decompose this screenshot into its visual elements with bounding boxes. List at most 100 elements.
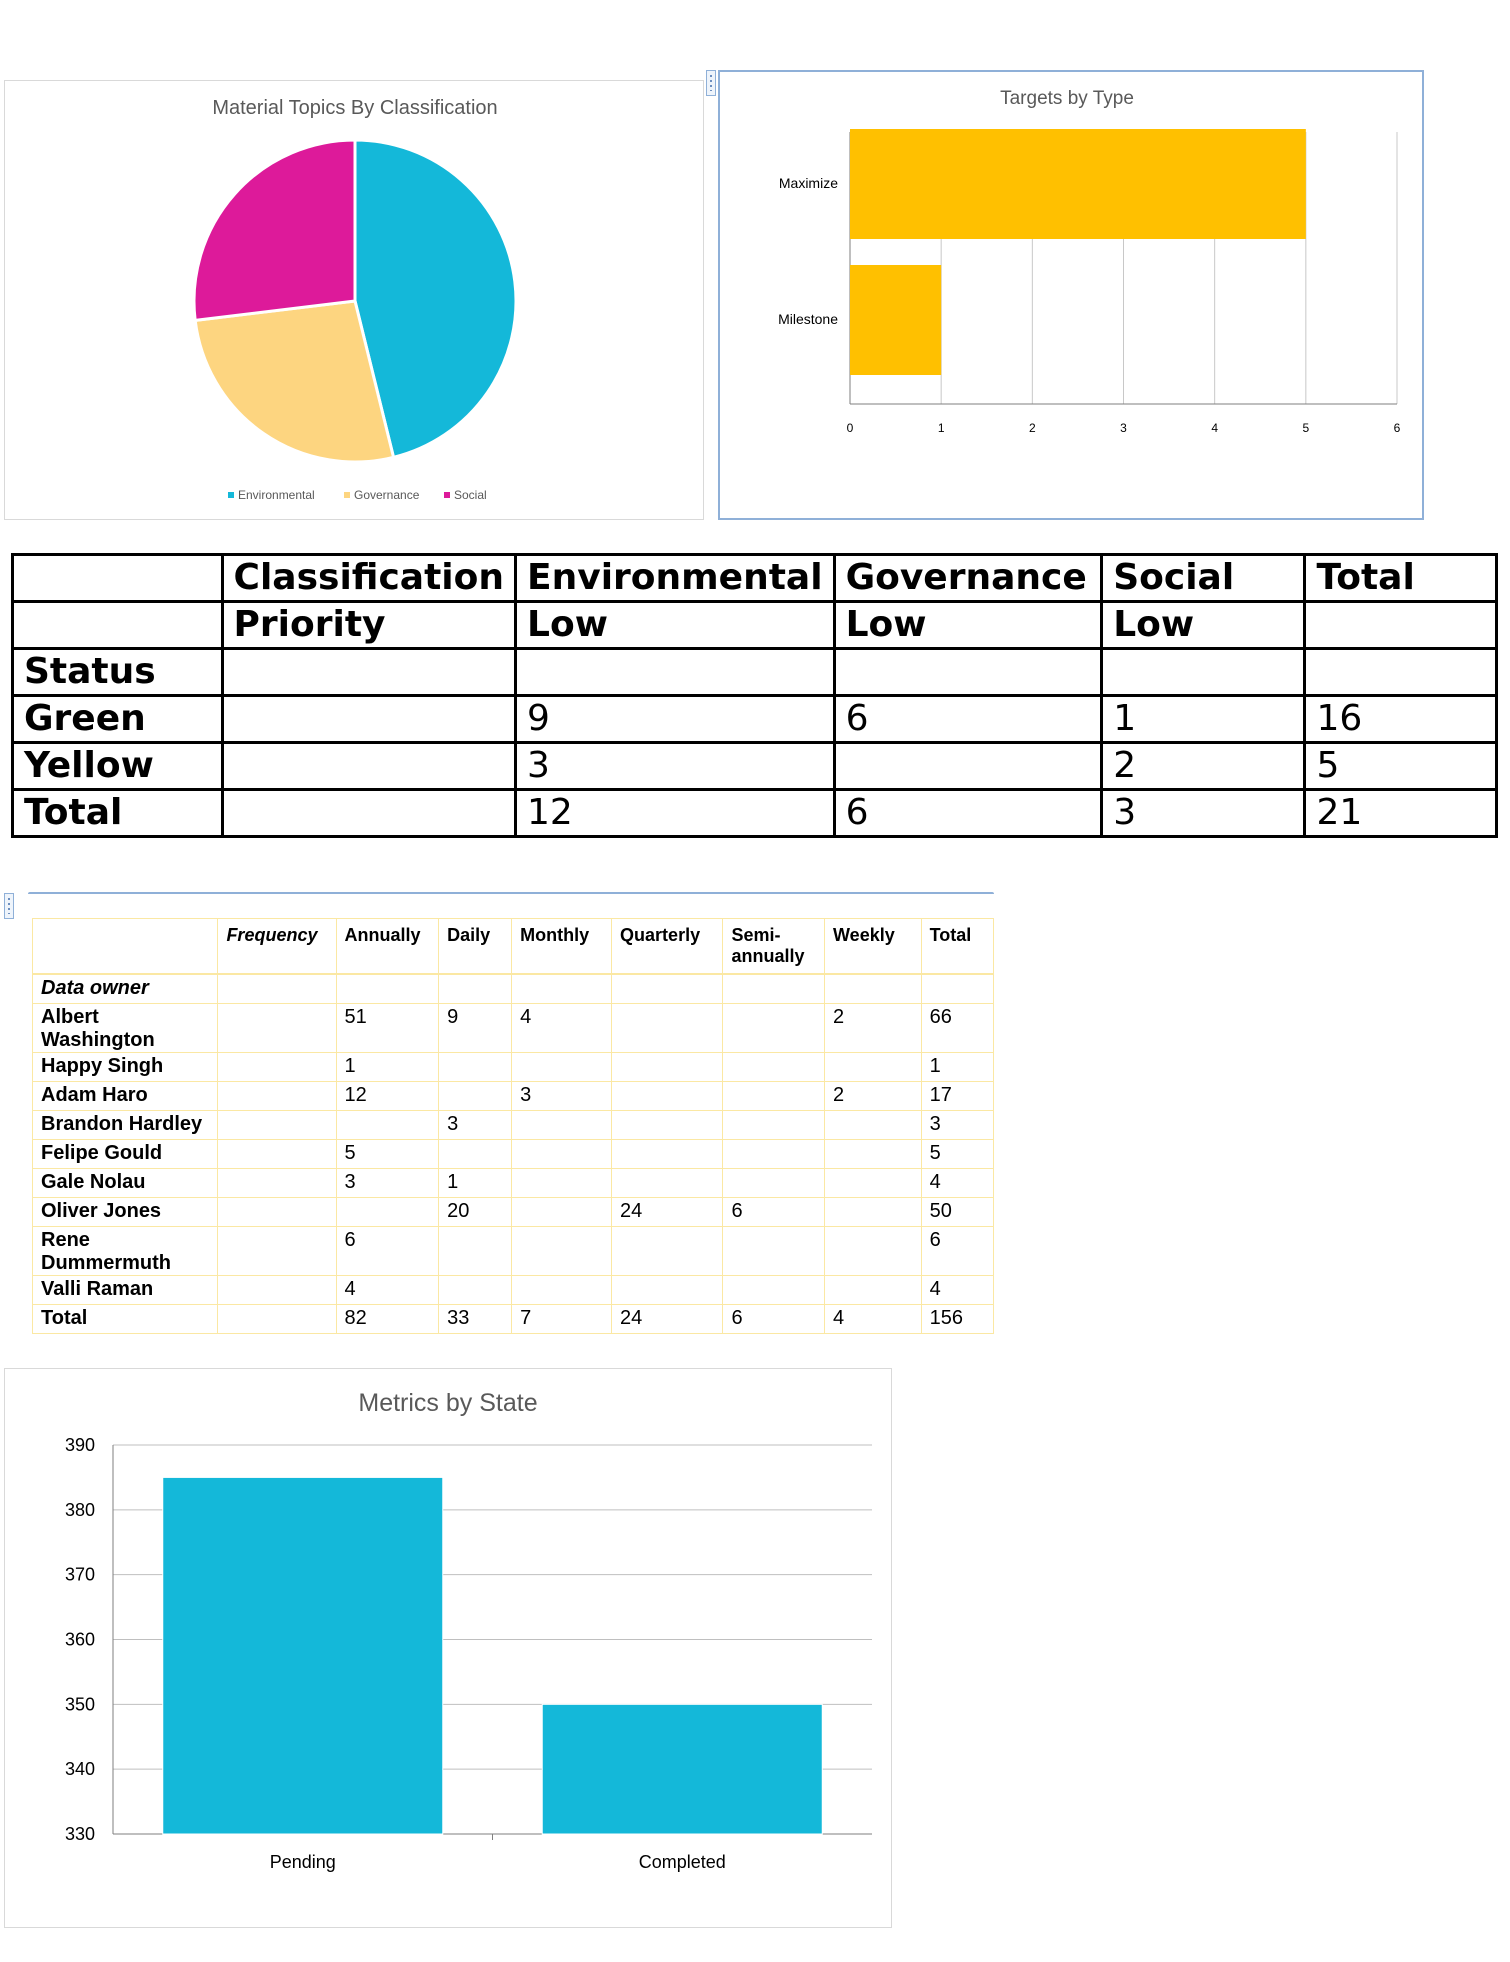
summary-cell — [220, 788, 518, 838]
summary-row-total: Total 12 6 3 21 — [11, 788, 1498, 838]
data-owner-name: Total — [31, 1304, 219, 1334]
frequency-cell — [335, 1110, 440, 1140]
x-tick-label-pending: Pending — [270, 1852, 336, 1872]
frequency-cell — [722, 1081, 826, 1111]
summary-cell — [1303, 600, 1498, 650]
summary-cell: Governance — [832, 553, 1104, 603]
frequency-cell: 82 — [335, 1304, 440, 1334]
summary-cell: 6 — [832, 788, 1104, 838]
frequency-cell — [511, 1168, 613, 1198]
bar-completed — [541, 1703, 823, 1835]
summary-cell: Total — [1303, 553, 1498, 603]
frequency-cell — [511, 1197, 613, 1227]
frequency-cell — [217, 1052, 337, 1082]
frequency-cell — [824, 1226, 922, 1276]
frequency-cell: 4 — [920, 1275, 995, 1305]
data-owner-name: Oliver Jones — [31, 1197, 219, 1227]
frequency-header-cell: Semi-annually — [722, 918, 826, 975]
frequency-header-cell: Quarterly — [611, 918, 724, 975]
summary-cell: Green — [11, 694, 224, 744]
data-owner-name: Happy Singh — [31, 1052, 219, 1082]
summary-cell: 3 — [514, 741, 836, 791]
summary-cell: 12 — [514, 788, 836, 838]
frequency-header-cell: Monthly — [511, 918, 613, 975]
frequency-cell — [611, 1275, 724, 1305]
frequency-table: Frequency Annually Daily Monthly Quarterly Se… — [31, 918, 995, 1334]
x-tick-label: 3 — [1120, 421, 1127, 435]
x-tick-label: 4 — [1211, 421, 1218, 435]
frequency-cell: 4 — [335, 1275, 440, 1305]
table-move-handle[interactable] — [4, 893, 14, 919]
frequency-cell: 3 — [438, 1110, 513, 1140]
data-owner-name: Valli Raman — [31, 1275, 219, 1305]
frequency-cell: 5 — [920, 1139, 995, 1169]
frequency-cell: 1 — [920, 1052, 995, 1082]
frequency-cell: 4 — [511, 1003, 613, 1053]
x-tick-label-completed: Completed — [639, 1852, 726, 1872]
frequency-cell: 4 — [824, 1304, 922, 1334]
summary-cell: Status — [11, 647, 224, 697]
frequency-header-cell: Daily — [438, 918, 513, 975]
frequency-cell — [611, 1226, 724, 1276]
hbar-chart-panel: Targets by Type 0 1 2 3 4 5 6 Maximize Mileston… — [718, 70, 1424, 520]
summary-cell: 6 — [832, 694, 1104, 744]
summary-table: Classification Environmental Governance Soc… — [11, 553, 1498, 838]
legend-label-environmental: Environmental — [238, 488, 315, 502]
frequency-cell — [722, 1275, 826, 1305]
frequency-cell — [511, 1275, 613, 1305]
resize-handle[interactable] — [706, 70, 716, 96]
frequency-cell: 24 — [611, 1197, 724, 1227]
summary-cell: Yellow — [11, 741, 224, 791]
vbar-chart: Metrics by State 390 380 370 360 350 340 330 P… — [65, 1389, 872, 1872]
frequency-cell: 3 — [335, 1168, 440, 1198]
summary-cell: Priority — [220, 600, 518, 650]
frequency-cell — [511, 1052, 613, 1082]
frequency-cell: 2 — [824, 1003, 922, 1053]
summary-cell: Total — [11, 788, 224, 838]
frequency-header-row: Frequency Annually Daily Monthly Quarterly Se… — [31, 918, 995, 975]
summary-cell: 1 — [1100, 694, 1307, 744]
table-row: Happy Singh 1 1 — [31, 1052, 995, 1082]
frequency-cell — [611, 1110, 724, 1140]
summary-cell: 21 — [1303, 788, 1498, 838]
frequency-cell: 9 — [438, 1003, 513, 1053]
frequency-cell — [511, 1110, 613, 1140]
frequency-cell — [611, 1052, 724, 1082]
frequency-cell: 4 — [920, 1168, 995, 1198]
pie-chart-title: Material Topics By Classification — [212, 97, 497, 119]
data-owner-name: Brandon Hardley — [31, 1110, 219, 1140]
summary-cell: 16 — [1303, 694, 1498, 744]
table-row: Total 82 33 7 24 6 4 156 — [31, 1304, 995, 1334]
frequency-cell — [824, 1168, 922, 1198]
frequency-cell: 66 — [920, 1003, 995, 1053]
frequency-cell — [722, 1052, 826, 1082]
x-tick-label: 6 — [1394, 421, 1401, 435]
frequency-header-cell: Weekly — [824, 918, 922, 975]
frequency-cell: 6 — [722, 1197, 826, 1227]
frequency-header-cell: Annually — [335, 918, 440, 975]
summary-cell — [220, 647, 518, 697]
frequency-cell — [611, 1003, 724, 1053]
summary-cell — [11, 600, 224, 650]
summary-header-priority: Priority Low Low Low — [11, 600, 1498, 650]
summary-cell: Classification — [220, 553, 518, 603]
frequency-cell — [722, 1110, 826, 1140]
vbar-chart-panel: Metrics by State 390 380 370 360 350 340 330 P… — [4, 1368, 892, 1928]
summary-cell — [1100, 647, 1307, 697]
frequency-cell — [217, 1304, 337, 1334]
y-tick-label-maximize: Maximize — [779, 175, 838, 191]
summary-header-classification: Classification Environmental Governance Soc… — [11, 553, 1498, 603]
legend-label-governance: Governance — [354, 488, 420, 502]
frequency-cell: 5 — [335, 1139, 440, 1169]
x-tick-label: 0 — [847, 421, 854, 435]
data-owner-name: Adam Haro — [31, 1081, 219, 1111]
frequency-cell — [511, 1139, 613, 1169]
frequency-cell — [611, 1139, 724, 1169]
frequency-cell — [611, 1168, 724, 1198]
table-row: Felipe Gould 5 5 — [31, 1139, 995, 1169]
summary-cell: Low — [514, 600, 836, 650]
frequency-cell — [722, 1168, 826, 1198]
frequency-cell: 50 — [920, 1197, 995, 1227]
frequency-header-cell — [31, 918, 219, 975]
frequency-cell — [511, 1226, 613, 1276]
